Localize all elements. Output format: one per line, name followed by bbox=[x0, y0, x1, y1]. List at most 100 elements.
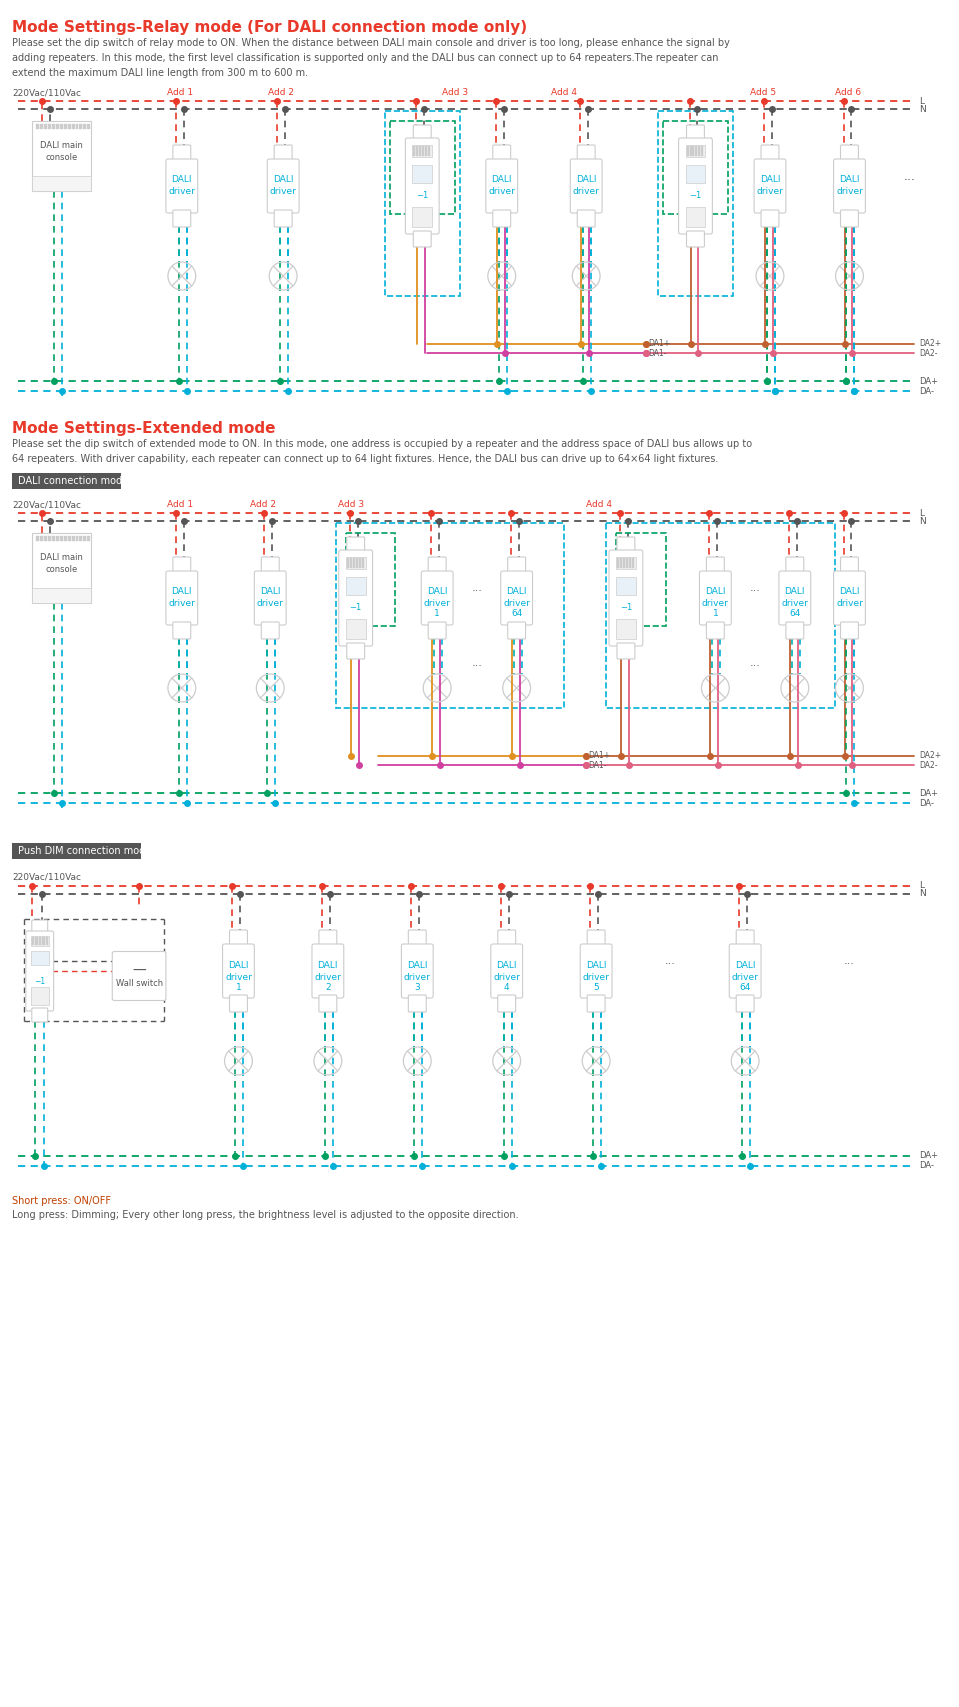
Text: driver: driver bbox=[169, 188, 196, 196]
Bar bbox=[419, 147, 421, 155]
Text: DALI main: DALI main bbox=[40, 553, 83, 563]
FancyBboxPatch shape bbox=[26, 930, 54, 1011]
Bar bbox=[701, 147, 703, 155]
FancyBboxPatch shape bbox=[840, 145, 858, 162]
Text: - -: - - bbox=[37, 954, 42, 959]
Bar bbox=[87, 125, 90, 130]
Text: 220Vac/110Vac: 220Vac/110Vac bbox=[12, 89, 81, 97]
FancyBboxPatch shape bbox=[254, 572, 286, 625]
Text: DALI: DALI bbox=[491, 176, 512, 184]
Bar bbox=[350, 558, 352, 568]
Bar bbox=[83, 125, 86, 130]
Bar bbox=[56, 536, 58, 541]
Bar bbox=[686, 166, 706, 183]
Text: driver: driver bbox=[424, 599, 451, 608]
Text: L: L bbox=[919, 881, 924, 891]
FancyBboxPatch shape bbox=[229, 995, 247, 1012]
Text: N: N bbox=[919, 104, 925, 113]
Bar bbox=[80, 536, 82, 541]
Bar bbox=[76, 125, 79, 130]
FancyBboxPatch shape bbox=[737, 930, 754, 947]
Text: DA2+: DA2+ bbox=[919, 751, 941, 761]
FancyBboxPatch shape bbox=[429, 621, 446, 638]
FancyBboxPatch shape bbox=[840, 556, 858, 574]
Bar bbox=[346, 556, 365, 568]
FancyBboxPatch shape bbox=[785, 556, 804, 574]
Bar bbox=[80, 125, 82, 130]
Text: ...: ... bbox=[904, 169, 916, 183]
Bar bbox=[67, 125, 71, 130]
Text: −1: −1 bbox=[416, 191, 429, 200]
FancyBboxPatch shape bbox=[507, 556, 526, 574]
Bar bbox=[620, 558, 622, 568]
Bar bbox=[39, 536, 43, 541]
Bar bbox=[385, 111, 459, 295]
FancyBboxPatch shape bbox=[32, 121, 91, 191]
Bar bbox=[413, 147, 415, 155]
Text: ...: ... bbox=[750, 584, 760, 592]
Text: DA-: DA- bbox=[919, 799, 934, 807]
Text: Short press: ON/OFF: Short press: ON/OFF bbox=[12, 1197, 111, 1207]
Text: DALI: DALI bbox=[317, 961, 339, 970]
Bar bbox=[52, 125, 55, 130]
Text: DALI: DALI bbox=[586, 961, 606, 970]
Text: DA1+: DA1+ bbox=[588, 751, 610, 761]
FancyBboxPatch shape bbox=[493, 145, 511, 162]
FancyBboxPatch shape bbox=[421, 572, 453, 625]
Text: DA1-: DA1- bbox=[647, 348, 667, 357]
Text: DALI: DALI bbox=[427, 587, 448, 596]
Bar bbox=[356, 558, 358, 568]
Text: Add 4: Add 4 bbox=[551, 89, 577, 97]
FancyBboxPatch shape bbox=[833, 572, 865, 625]
Text: 1: 1 bbox=[236, 983, 242, 992]
Bar bbox=[616, 577, 636, 596]
FancyBboxPatch shape bbox=[498, 995, 516, 1012]
Bar bbox=[76, 536, 79, 541]
FancyBboxPatch shape bbox=[347, 644, 364, 659]
Text: driver: driver bbox=[225, 973, 252, 982]
Text: driver: driver bbox=[732, 973, 759, 982]
Bar bbox=[63, 125, 66, 130]
Bar bbox=[616, 556, 636, 568]
Text: ...: ... bbox=[472, 657, 482, 667]
Text: DA-: DA- bbox=[919, 1161, 934, 1171]
Text: Push DIM connection mode: Push DIM connection mode bbox=[18, 847, 152, 855]
Bar bbox=[42, 937, 45, 946]
FancyBboxPatch shape bbox=[32, 1009, 48, 1022]
FancyBboxPatch shape bbox=[32, 533, 91, 603]
Bar bbox=[698, 147, 700, 155]
FancyBboxPatch shape bbox=[501, 572, 532, 625]
Text: —: — bbox=[132, 964, 146, 978]
Text: 1: 1 bbox=[713, 609, 718, 618]
FancyBboxPatch shape bbox=[507, 621, 526, 638]
Text: −1: −1 bbox=[690, 191, 702, 200]
Text: −1: −1 bbox=[35, 976, 45, 985]
Text: driver: driver bbox=[503, 599, 530, 608]
FancyBboxPatch shape bbox=[833, 159, 865, 213]
Bar bbox=[35, 125, 38, 130]
Text: L: L bbox=[919, 509, 924, 517]
Text: Add 6: Add 6 bbox=[834, 89, 860, 97]
FancyBboxPatch shape bbox=[32, 920, 48, 934]
Text: driver: driver bbox=[269, 188, 296, 196]
Text: DA1-: DA1- bbox=[588, 761, 607, 770]
Text: driver: driver bbox=[169, 599, 196, 608]
FancyBboxPatch shape bbox=[679, 138, 713, 234]
Text: 4: 4 bbox=[503, 983, 509, 992]
FancyBboxPatch shape bbox=[486, 159, 518, 213]
FancyBboxPatch shape bbox=[409, 930, 426, 947]
Text: DALI: DALI bbox=[839, 176, 859, 184]
Text: Add 1: Add 1 bbox=[167, 500, 193, 509]
Bar bbox=[617, 558, 619, 568]
FancyBboxPatch shape bbox=[587, 995, 605, 1012]
FancyBboxPatch shape bbox=[754, 159, 785, 213]
Text: driver: driver bbox=[257, 599, 284, 608]
Bar bbox=[67, 536, 71, 541]
FancyBboxPatch shape bbox=[319, 930, 337, 947]
Text: 64: 64 bbox=[511, 609, 523, 618]
Text: driver: driver bbox=[757, 188, 784, 196]
Bar bbox=[44, 536, 47, 541]
Bar bbox=[39, 125, 43, 130]
Text: console: console bbox=[45, 565, 78, 574]
FancyBboxPatch shape bbox=[173, 621, 191, 638]
